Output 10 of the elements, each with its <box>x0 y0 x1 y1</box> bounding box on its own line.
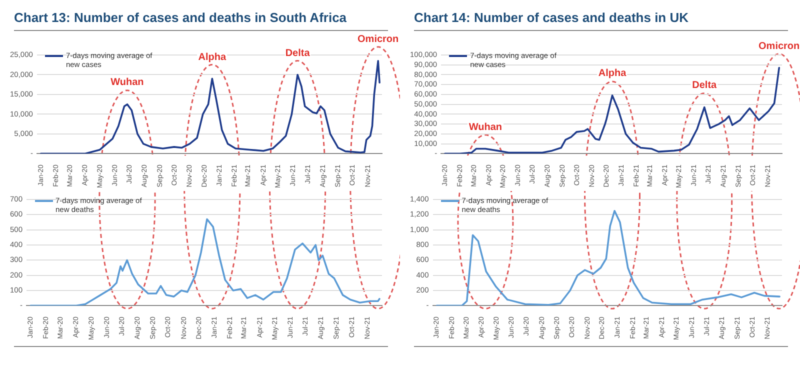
annotation: Omicron <box>758 40 800 52</box>
annotation: Alpha <box>597 68 628 80</box>
annotation: Alpha <box>197 52 228 63</box>
chart-title: Chart 14: Number of cases and deaths in UK <box>414 10 689 25</box>
annotation: Delta <box>284 48 311 59</box>
annotation: Delta <box>691 80 718 92</box>
annotation: Omicron <box>356 34 400 45</box>
chart-title: Chart 13: Number of cases and deaths in South Africa <box>14 10 347 25</box>
annotation: Wuhan <box>468 122 504 133</box>
annotation: Wuhan <box>110 77 145 88</box>
